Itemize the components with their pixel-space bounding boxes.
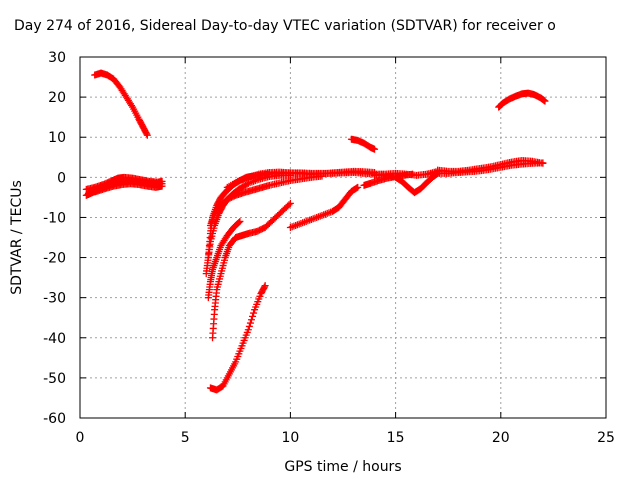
data-point bbox=[261, 282, 269, 290]
series-10 bbox=[204, 217, 244, 302]
series-18 bbox=[495, 89, 549, 111]
series-17 bbox=[434, 156, 547, 175]
series-3 bbox=[82, 173, 166, 193]
data-point bbox=[541, 97, 549, 105]
x-tick-label: 10 bbox=[281, 430, 299, 446]
series-15 bbox=[347, 135, 379, 153]
series-14 bbox=[360, 170, 416, 189]
data-point bbox=[354, 183, 362, 191]
data-point bbox=[539, 159, 547, 167]
x-tick-label: 0 bbox=[76, 430, 85, 446]
data-point bbox=[408, 170, 416, 178]
y-tick-label: -60 bbox=[43, 411, 66, 427]
y-tick-label: -10 bbox=[43, 210, 66, 226]
y-tick-label: 10 bbox=[48, 130, 66, 146]
x-tick-label: 25 bbox=[597, 430, 615, 446]
x-tick-label: 5 bbox=[181, 430, 190, 446]
y-axis-label: SDTVAR / TECUs bbox=[9, 180, 25, 295]
series-12 bbox=[206, 282, 269, 394]
series-8 bbox=[223, 167, 379, 191]
axis-ticks: 0 5 10 15 20 25 -60 -50 -40 -30 -20 -10 0 10 20 30 bbox=[43, 50, 615, 446]
data-point bbox=[249, 312, 257, 320]
y-tick-label: -30 bbox=[43, 291, 66, 307]
data-point bbox=[260, 283, 268, 291]
data-point bbox=[236, 217, 244, 225]
series-1 bbox=[91, 69, 151, 139]
data-point bbox=[128, 101, 136, 109]
x-tick-label: 15 bbox=[387, 430, 405, 446]
y-tick-label: 20 bbox=[48, 90, 66, 106]
data-point bbox=[158, 182, 166, 190]
data-point bbox=[285, 201, 293, 209]
data-point bbox=[243, 180, 251, 188]
y-tick-label: -40 bbox=[43, 331, 66, 347]
y-tick-label: -50 bbox=[43, 371, 66, 387]
x-tick-label: 20 bbox=[492, 430, 510, 446]
series-11 bbox=[209, 199, 294, 342]
plot-frame bbox=[79, 56, 607, 419]
data-point bbox=[246, 319, 254, 327]
grid-lines bbox=[80, 57, 606, 418]
data-point bbox=[353, 184, 361, 192]
data-point bbox=[143, 131, 151, 139]
data-point bbox=[235, 218, 243, 226]
data-points bbox=[82, 69, 549, 394]
data-point bbox=[371, 145, 379, 153]
y-tick-label: -20 bbox=[43, 251, 66, 267]
x-axis-label: GPS time / hours bbox=[284, 459, 401, 475]
series-13 bbox=[286, 183, 362, 231]
y-tick-label: 30 bbox=[48, 50, 66, 66]
data-point bbox=[286, 199, 294, 207]
data-point bbox=[143, 130, 151, 138]
chart-title: Day 274 of 2016, Sidereal Day-to-day VTE… bbox=[14, 18, 556, 34]
data-point bbox=[250, 309, 258, 317]
data-point bbox=[244, 326, 252, 334]
series-4 bbox=[84, 180, 166, 197]
data-point bbox=[245, 322, 253, 330]
data-point bbox=[247, 316, 255, 324]
y-tick-label: 0 bbox=[57, 170, 66, 186]
